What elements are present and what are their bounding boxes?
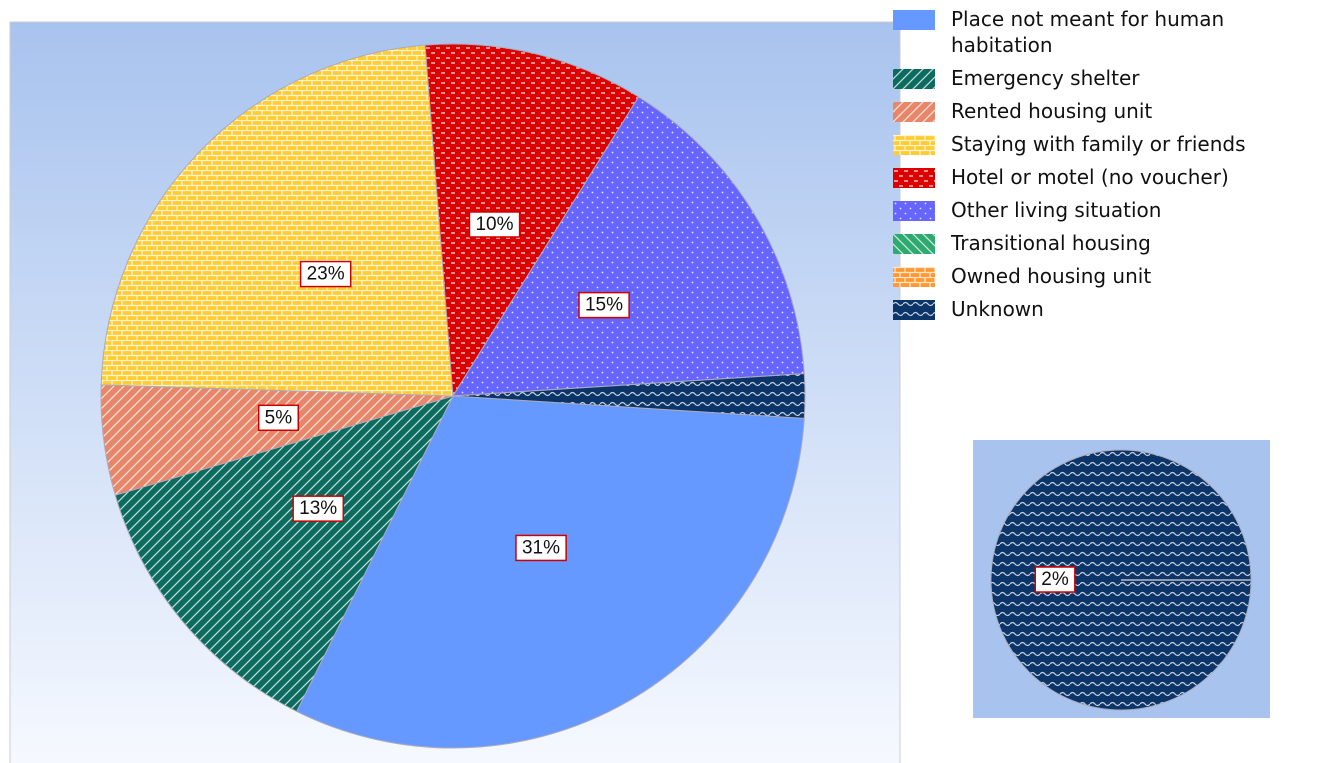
legend-item: Rented housing unit bbox=[893, 98, 1265, 124]
data-label-text: 23% bbox=[307, 264, 345, 285]
data-label-text: 2% bbox=[1041, 569, 1069, 590]
legend-label: Emergency shelter bbox=[951, 66, 1140, 90]
legend-item: Hotel or motel (no voucher) bbox=[893, 164, 1265, 190]
legend-label: Place not meant for human habitation bbox=[951, 7, 1225, 57]
pie-slice bbox=[452, 96, 805, 397]
legend-swatch bbox=[893, 267, 935, 287]
legend-swatch bbox=[893, 69, 935, 89]
data-label: 10% bbox=[468, 211, 521, 238]
legend-swatch bbox=[893, 300, 935, 320]
legend-swatch bbox=[893, 168, 935, 188]
legend-label: Staying with family or friends bbox=[951, 132, 1246, 156]
legend-item: Place not meant for human habitation bbox=[893, 6, 1265, 58]
pie-slice bbox=[424, 43, 640, 398]
legend-label: Transitional housing bbox=[951, 231, 1151, 255]
legend-swatch bbox=[893, 135, 935, 155]
legend-swatch bbox=[893, 201, 935, 221]
legend-item: Other living situation bbox=[893, 197, 1265, 223]
data-label-text: 31% bbox=[522, 537, 560, 558]
legend-label: Owned housing unit bbox=[951, 264, 1152, 288]
legend: Place not meant for human habitation Emer… bbox=[893, 6, 1265, 329]
pie-slice bbox=[100, 44, 454, 397]
legend-item: Emergency shelter bbox=[893, 65, 1265, 91]
data-label: 2% bbox=[1034, 566, 1076, 593]
data-label: 23% bbox=[299, 260, 352, 288]
pie-slice bbox=[114, 395, 454, 713]
legend-item: Owned housing unit bbox=[893, 263, 1265, 289]
pie-slice bbox=[296, 395, 805, 749]
data-label: 15% bbox=[578, 291, 630, 319]
legend-label: Hotel or motel (no voucher) bbox=[951, 165, 1229, 189]
legend-swatch bbox=[893, 10, 935, 30]
legend-swatch bbox=[893, 102, 935, 122]
data-label-text: 13% bbox=[299, 498, 337, 519]
data-label-text: 5% bbox=[265, 407, 293, 428]
legend-label: Rented housing unit bbox=[951, 99, 1153, 123]
data-label-text: 15% bbox=[585, 295, 623, 316]
data-label: 13% bbox=[292, 495, 345, 522]
data-label: 5% bbox=[257, 404, 299, 432]
legend-swatch bbox=[893, 234, 935, 254]
legend-label: Unknown bbox=[951, 297, 1044, 321]
data-label-text: 10% bbox=[475, 214, 513, 235]
legend-item: Staying with family or friends bbox=[893, 131, 1265, 157]
legend-item: Unknown bbox=[893, 296, 1265, 322]
legend-item: Transitional housing bbox=[893, 230, 1265, 256]
data-label: 31% bbox=[515, 534, 567, 562]
legend-label: Other living situation bbox=[951, 198, 1162, 222]
pie-slice bbox=[452, 373, 806, 419]
